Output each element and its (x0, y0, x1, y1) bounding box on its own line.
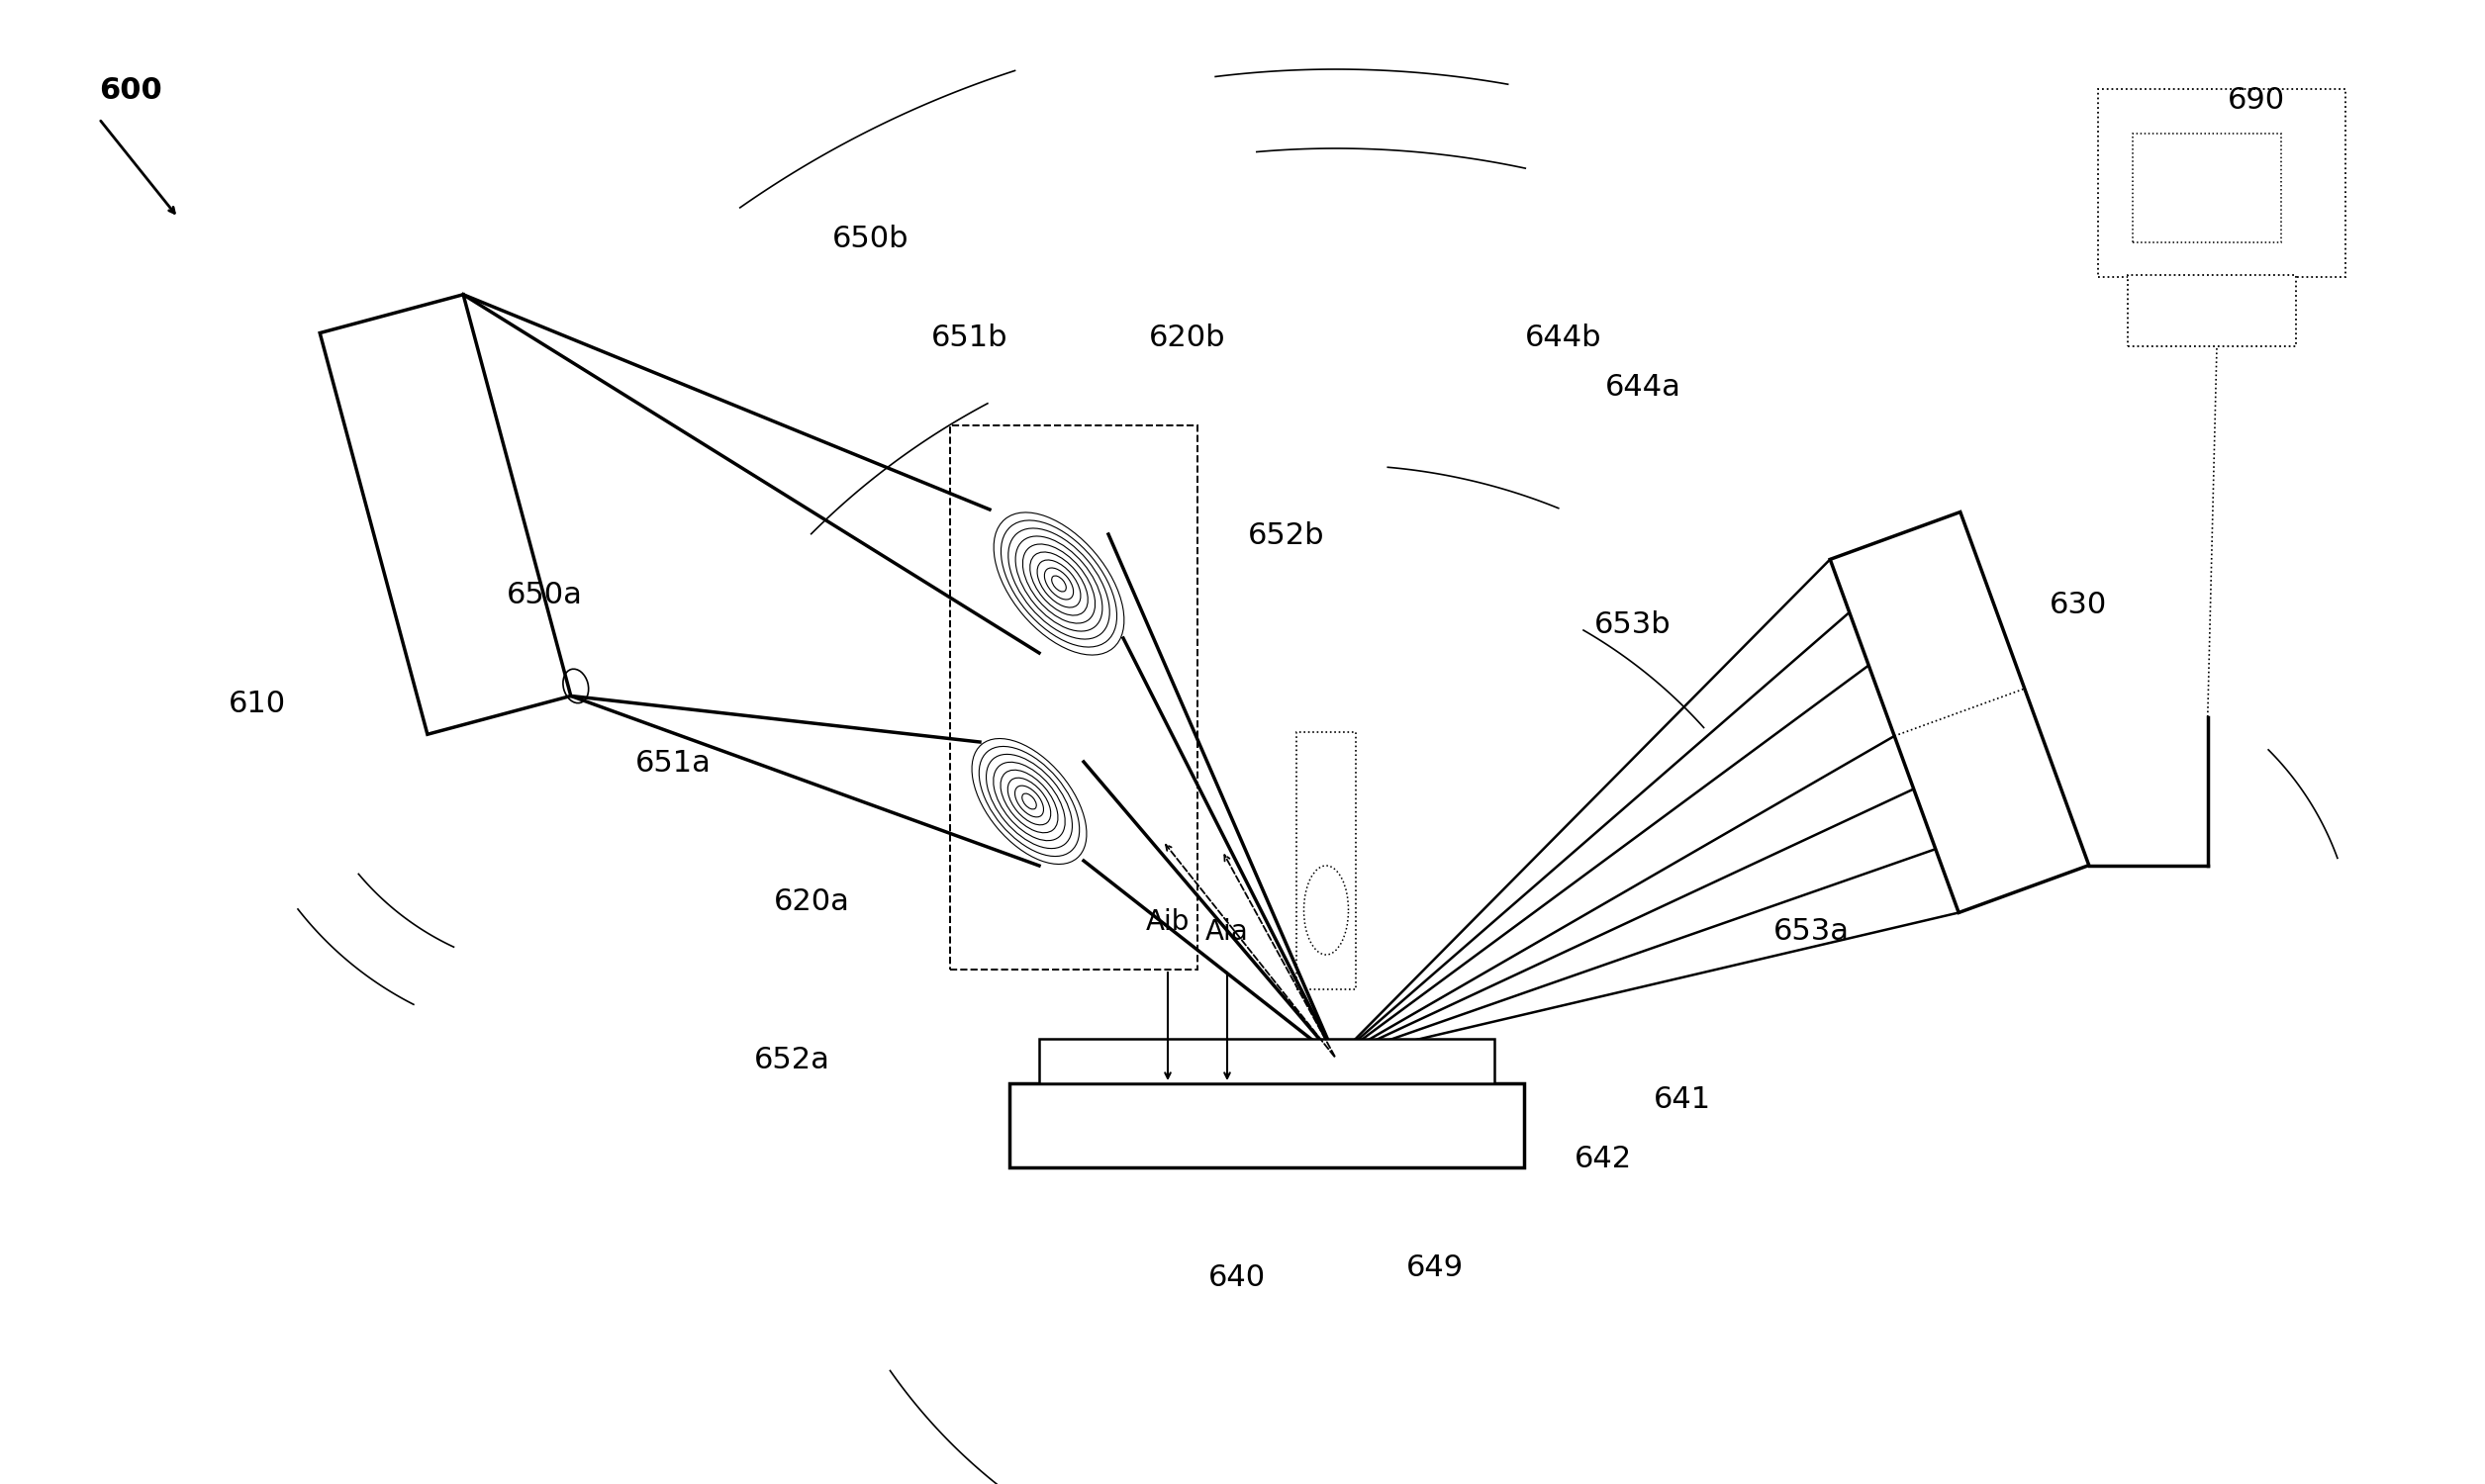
Text: 644b: 644b (1526, 324, 1603, 352)
Text: 600: 600 (99, 76, 162, 105)
Text: 640: 640 (1208, 1263, 1265, 1293)
Bar (949, 426, 1198, 969)
Text: 652b: 652b (1247, 521, 1325, 551)
Bar (1009, 1083, 1523, 1168)
Text: 650b: 650b (832, 224, 910, 254)
Text: 620a: 620a (773, 887, 850, 916)
Text: 652a: 652a (753, 1046, 830, 1074)
Bar (2097, 89, 2346, 278)
Text: Aib: Aib (1146, 908, 1190, 936)
Bar (1039, 1039, 1493, 1083)
Ellipse shape (1044, 568, 1074, 600)
Text: 650a: 650a (507, 580, 581, 610)
Ellipse shape (1014, 785, 1044, 818)
Bar (2132, 134, 2281, 242)
Text: 630: 630 (2050, 591, 2107, 619)
Text: 651b: 651b (932, 324, 1009, 352)
Text: Aia: Aia (1205, 919, 1250, 945)
Ellipse shape (1001, 521, 1116, 647)
Bar (1297, 732, 1357, 990)
Text: 644a: 644a (1605, 372, 1680, 402)
Text: 651a: 651a (636, 749, 711, 778)
Text: 653b: 653b (1595, 610, 1672, 640)
Text: 642: 642 (1575, 1144, 1633, 1174)
Ellipse shape (1001, 770, 1059, 833)
Polygon shape (321, 294, 572, 735)
Bar (2127, 275, 2296, 346)
Text: 690: 690 (2227, 86, 2286, 114)
Text: 620b: 620b (1148, 324, 1225, 352)
Text: 641: 641 (1653, 1085, 1712, 1114)
Text: 653a: 653a (1772, 917, 1849, 945)
Ellipse shape (972, 739, 1086, 864)
Ellipse shape (987, 754, 1071, 849)
Ellipse shape (1029, 552, 1088, 616)
Ellipse shape (1016, 536, 1103, 631)
Text: 610: 610 (229, 690, 286, 718)
Polygon shape (1829, 512, 2090, 913)
Text: 649: 649 (1407, 1254, 1464, 1282)
